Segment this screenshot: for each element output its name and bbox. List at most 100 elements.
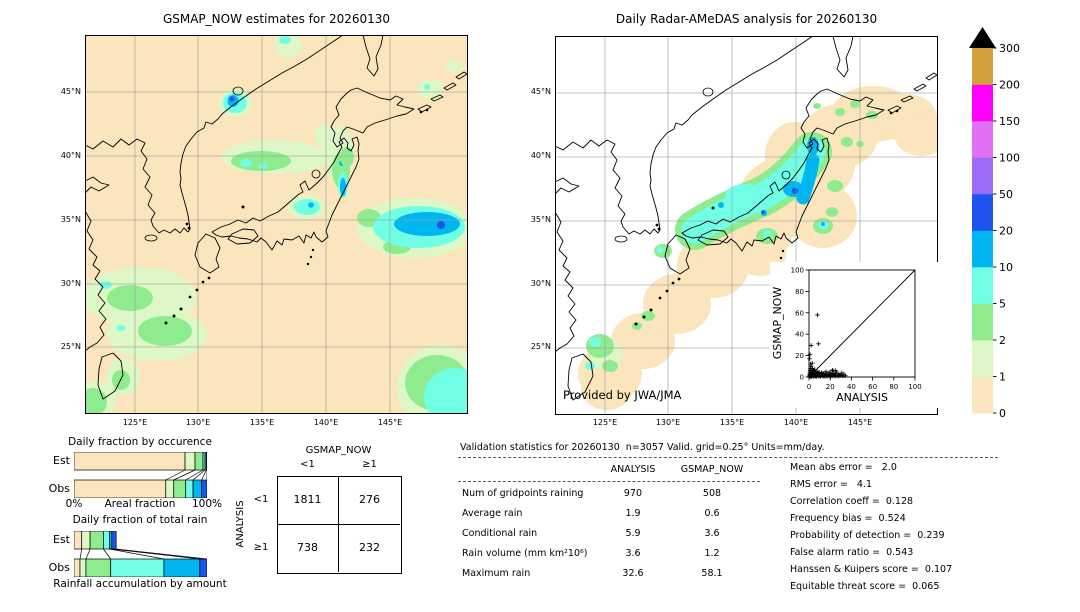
validation-row-label: Num of gridpoints raining — [462, 488, 584, 499]
lon-tick-label: 140°E — [783, 418, 809, 427]
coastlines — [85, 35, 468, 400]
contingency-row-label-1: ≥1 — [253, 542, 269, 553]
radar-precip-contours — [585, 100, 878, 372]
colorbar: 0 1 2 5 10 20 50 100 150 200 300 — [969, 27, 1020, 420]
score-line: Equitable threat score = 0.065 — [790, 581, 940, 592]
bar-connector — [79, 548, 83, 560]
contingency-cell-11: 232 — [359, 541, 380, 554]
inset-xtick-label: 100 — [908, 383, 921, 391]
lat-tick-label: 40°N — [60, 151, 81, 160]
bar-connector — [165, 469, 186, 481]
lat-tick-label: 45°N — [530, 87, 551, 96]
bar-connector — [116, 548, 207, 560]
validation-col-analysis: ANALYSIS — [610, 464, 656, 475]
totalrain-row-label-obs: Obs — [48, 561, 70, 574]
contingency-col-label-0: <1 — [300, 459, 315, 470]
map-frame — [85, 35, 468, 414]
validation-value: 0.6 — [704, 508, 720, 519]
bar-segment — [199, 558, 207, 577]
inset-ytick-label: 40 — [795, 331, 804, 339]
contingency-cell-01: 276 — [359, 493, 380, 506]
bar-connector — [192, 469, 206, 481]
bar-segment — [103, 531, 110, 550]
score-line: Probability of detection = 0.239 — [790, 530, 945, 541]
contingency-hline — [277, 524, 400, 525]
contingency-col-group: GSMAP_NOW — [305, 445, 372, 456]
one-to-one-line — [808, 269, 916, 378]
colorbar-tick-label: 100 — [999, 152, 1020, 165]
map-gridlines — [85, 35, 468, 414]
contingency-col-label-1: ≥1 — [362, 459, 377, 470]
scatter-point — [832, 374, 838, 379]
totalrain-caption: Rainfall accumulation by amount — [53, 578, 227, 590]
totalrain-bars — [74, 531, 207, 577]
colorbar-tick-label: 50 — [999, 188, 1013, 201]
colorbar-cell — [972, 48, 993, 85]
validation-value: 970 — [623, 488, 643, 499]
bar-segment — [74, 558, 81, 577]
dashed-divider-cols — [458, 481, 760, 482]
colorbar-cell — [972, 194, 993, 231]
scatter-point — [833, 368, 838, 373]
bar-segment — [165, 479, 175, 498]
inset-xtick-label: 60 — [868, 383, 877, 391]
inset-ytick-label: 20 — [795, 352, 804, 360]
lat-tick-label: 30°N — [530, 279, 551, 288]
bar-segment — [201, 479, 207, 498]
validation-col-gsmap: GSMAP_NOW — [680, 464, 744, 475]
gsmap-map-panel — [85, 35, 468, 414]
validation-value: 1.9 — [625, 508, 641, 519]
inset-xtick-label: 20 — [826, 383, 835, 391]
lon-tick-label: 125°E — [122, 418, 148, 427]
bar-segment — [163, 558, 201, 577]
contingency-cell-00: 1811 — [293, 493, 322, 506]
bar-segment — [184, 452, 196, 471]
occurrence-xlabel: Areal fraction — [104, 498, 176, 510]
bar-segment — [81, 531, 91, 550]
bar-segment — [185, 479, 194, 498]
bar-segment — [111, 531, 117, 550]
occurrence-xtick-0: 0% — [65, 498, 83, 510]
occurrence-chart-title: Daily fraction by occurence — [68, 436, 212, 448]
lon-tick-label: 145°E — [377, 418, 403, 427]
contingency-row-label-0: <1 — [253, 494, 269, 505]
bar-segment — [205, 452, 207, 471]
occurrence-xtick-100: 100% — [191, 498, 223, 510]
gsmap-precip-contours — [85, 35, 468, 414]
bar-connector — [173, 469, 196, 481]
bar-connector — [185, 469, 204, 481]
inset-xtick-label: 40 — [847, 383, 856, 391]
dashed-divider-top — [458, 457, 998, 458]
occurrence-bars — [74, 452, 207, 498]
lon-tick-label: 130°E — [655, 418, 681, 427]
inset-ytick-label: 80 — [795, 288, 804, 296]
colorbar-cell — [972, 303, 993, 341]
validation-row-label: Average rain — [462, 508, 523, 519]
scatter-point — [830, 373, 835, 379]
bar-segment — [74, 452, 186, 471]
scatter-point — [843, 373, 848, 378]
contingency-row-group: ANALYSIS — [235, 500, 246, 548]
inset-xtick-label: 0 — [807, 383, 811, 391]
colorbar-tick-label: 2 — [999, 334, 1006, 347]
bar-segment — [79, 558, 87, 577]
scatter-point — [808, 343, 814, 348]
bar-connector — [103, 548, 111, 560]
bar-segment — [192, 479, 203, 498]
score-line: Mean abs error = 2.0 — [790, 462, 897, 473]
validation-value: 58.1 — [701, 568, 723, 579]
lon-tick-label: 125°E — [592, 418, 618, 427]
bar-segment — [89, 531, 104, 550]
inset-xlabel: ANALYSIS — [836, 391, 888, 404]
lon-tick-label: 145°E — [847, 418, 873, 427]
colorbar-tick-label: 200 — [999, 79, 1020, 92]
occurrence-row-label-obs: Obs — [48, 482, 70, 495]
validation-row-label: Rain volume (mm km²10⁶) — [462, 548, 588, 559]
score-line: RMS error = 4.1 — [790, 479, 872, 490]
contingency-cell-10: 738 — [297, 541, 318, 554]
bar-segment — [194, 452, 204, 471]
scatter-point — [810, 366, 815, 371]
colorbar-cell — [972, 84, 993, 122]
colorbar-tick-label: 5 — [999, 298, 1006, 311]
colorbar-tick-label: 300 — [999, 42, 1020, 55]
